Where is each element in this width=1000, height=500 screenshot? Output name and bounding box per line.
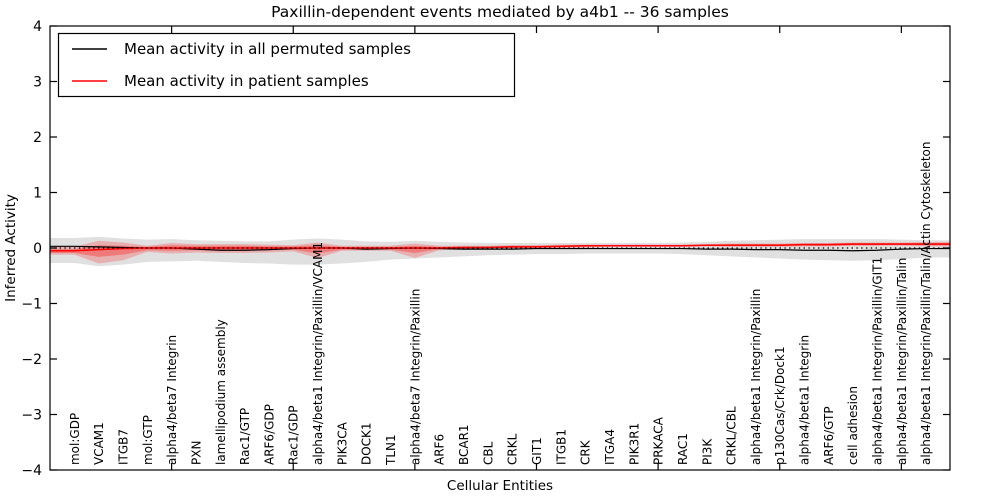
y-tick-label: −4 (21, 463, 42, 479)
category-label: BCAR1 (457, 424, 471, 465)
category-label: TLN1 (384, 434, 398, 466)
category-label: alpha4/beta1 Integrin/Paxillin (749, 289, 763, 465)
y-tick-label: 1 (33, 186, 42, 202)
category-label: VCAM1 (92, 422, 106, 465)
category-label: PXN (189, 441, 203, 465)
y-tick-label: 3 (33, 75, 42, 91)
category-label: alpha4/beta7 Integrin/Paxillin (408, 289, 422, 465)
category-label: ARF6/GDP (262, 404, 276, 465)
category-label: PIK3R1 (627, 423, 641, 465)
y-tick-label: −1 (21, 297, 42, 313)
category-label: Rac1/GDP (287, 406, 301, 465)
category-label: mol:GTP (141, 415, 155, 465)
y-tick-label: −3 (21, 408, 42, 424)
category-label: cell adhesion (846, 386, 860, 465)
x-axis-label: Cellular Entities (447, 478, 553, 494)
category-label: mol:GDP (68, 413, 82, 465)
category-label: ARF6/GTP (822, 406, 836, 465)
y-tick-label: 2 (33, 130, 42, 146)
patient-samples-inner-band (50, 243, 950, 257)
y-tick-label: 0 (33, 241, 42, 257)
y-axis-label: Inferred Activity (3, 194, 19, 302)
chart-title: Paxillin-dependent events mediated by a4… (271, 3, 729, 21)
category-label: alpha4/beta1 Integrin/Paxillin/GIT1 (871, 257, 885, 465)
legend: Mean activity in all permuted samples Me… (57, 32, 516, 98)
category-label: PRKACA (652, 416, 666, 465)
category-label: PIK3CA (335, 421, 349, 465)
plot-layers: 4 3 2 1 0 −1 −2 −3 −4 mol:GDP VCAM1 ITGB7 mol:GTP alp… (21, 19, 950, 479)
category-label: ARF6 (433, 434, 447, 465)
category-label: alpha4/beta1 Integrin/Paxillin/Talin/Act… (919, 142, 933, 465)
category-label: lamellipodium assembly (214, 319, 228, 465)
category-label: Rac1/GTP (238, 408, 252, 465)
category-label: alpha4/beta1 Integrin (798, 335, 812, 465)
category-label: PI3K (700, 438, 714, 465)
category-label: ITGA4 (603, 429, 617, 465)
category-label: CRKL (506, 433, 520, 465)
legend-label-permuted: Mean activity in all permuted samples (124, 40, 411, 58)
y-tick-label: 4 (33, 19, 42, 35)
category-label: GIT1 (530, 437, 544, 465)
category-label: DOCK1 (360, 422, 374, 465)
category-label: alpha4/beta1 Integrin/Paxillin/VCAM1 (311, 242, 325, 465)
legend-box (57, 32, 516, 98)
category-label: ITGB7 (116, 429, 130, 465)
series-line-permuted (50, 245, 950, 252)
category-label: CRKL/CBL (725, 406, 739, 465)
category-label: CBL (481, 441, 495, 465)
axes-spines (49, 25, 951, 471)
permuted-samples-std-band (50, 236, 950, 267)
category-label: p130Cas/Crk/Dock1 (773, 346, 787, 465)
patient-samples-std-band (50, 240, 950, 264)
category-label: alpha4/beta1 Integrin/Paxillin/Talin (895, 258, 909, 465)
category-label: RAC1 (676, 433, 690, 465)
category-label: ITGB1 (554, 429, 568, 465)
y-tick-label: −2 (21, 352, 42, 368)
category-label: CRK (579, 439, 593, 465)
legend-label-patient: Mean activity in patient samples (124, 72, 369, 90)
category-label: alpha4/beta7 Integrin (165, 335, 179, 465)
